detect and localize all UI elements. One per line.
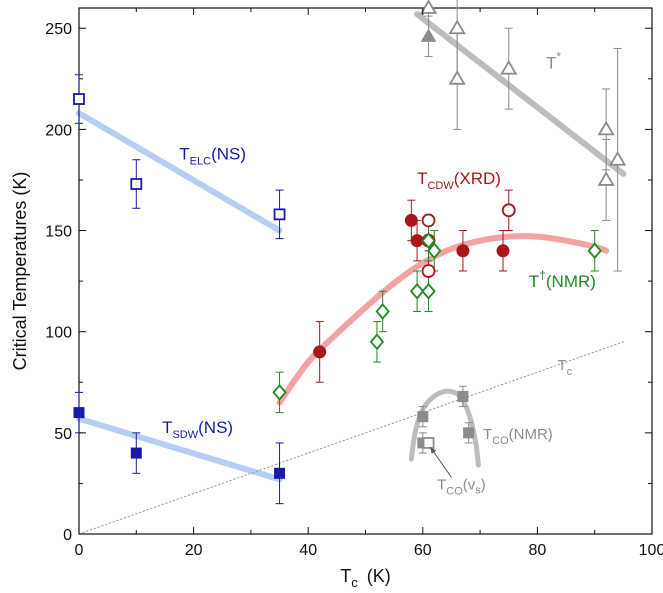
marker-diamond [587,242,602,260]
guide-curve-0 [76,110,283,234]
axes: 0 20 40 60 80 100 0 50 100 150 200 250 Tc (K) Critica… [10,8,663,590]
marker-square [463,427,475,439]
marker-circle [421,264,436,278]
annotation-label: TSDW(NS) [162,418,233,441]
marker-square [73,93,85,105]
x-tick-label: 40 [299,542,317,559]
marker-square [273,208,286,221]
x-axis-title: Tc (K) [340,566,391,590]
annotation-label: TELC(NS) [179,145,246,168]
marker-square [274,467,286,479]
marker-square [422,437,435,449]
x-tick-label: 80 [529,542,547,559]
annotation-label: TCO(vs) [437,476,486,497]
plot-frame [78,7,653,535]
marker-circle [496,244,510,258]
marker-circle [501,203,516,218]
annotation-label: TCO(NMR) [483,426,553,447]
guide-curve-2 [276,233,610,406]
marker-circle [313,345,327,359]
y-tick-label: 0 [63,527,72,544]
y-tick-label: 50 [54,426,72,443]
marker-diamond [421,232,436,250]
x-tick-label: 100 [639,542,663,559]
marker-square [130,447,142,459]
guide-curve-1 [76,415,283,483]
data-markers [73,0,627,479]
marker-square [73,407,85,419]
marker-triangle [597,120,615,136]
marker-square [457,390,469,402]
marker-triangle [419,0,438,14]
guide-curve-3 [414,11,627,177]
marker-square [417,411,429,423]
marker-diamond [421,282,436,300]
guide-curves [76,11,627,535]
marker-triangle [500,59,518,75]
annotation-label: T†(NMR) [529,268,596,291]
x-tick-label: 60 [414,542,432,559]
marker-diamond [427,242,442,260]
tc-reference-line [78,341,624,535]
marker-diamond [375,303,390,320]
annotation-label: Tc [557,357,572,378]
marker-diamond [369,333,385,351]
arrow-head [430,447,437,454]
y-tick-label: 150 [45,224,72,241]
annotations: TELC(NS) TSDW(NS) TCDW(XRD) T†(NMR) T* Tc TCO(… [162,50,596,498]
marker-triangle [597,171,615,186]
marker-circle [421,213,436,228]
annotation-label: TCDW(XRD) [417,169,501,192]
y-tick-label: 250 [45,21,72,38]
marker-triangle [420,28,437,42]
marker-diamond [272,384,287,401]
marker-triangle [448,70,466,85]
y-axis-title: Critical Temperatures (K) [10,172,30,371]
marker-circle [456,244,470,258]
y-tick-label: 200 [45,122,72,139]
marker-circle [410,234,424,248]
plot-border [78,7,653,535]
x-tick-label: 20 [185,542,203,559]
x-tick-label: 0 [75,542,84,559]
marker-square [130,178,143,190]
marker-diamond [409,282,425,300]
marker-triangle [448,19,466,35]
marker-triangle [609,150,627,166]
annotation-label: T* [546,50,561,73]
y-tick-label: 100 [45,325,72,342]
marker-circle [404,213,418,227]
